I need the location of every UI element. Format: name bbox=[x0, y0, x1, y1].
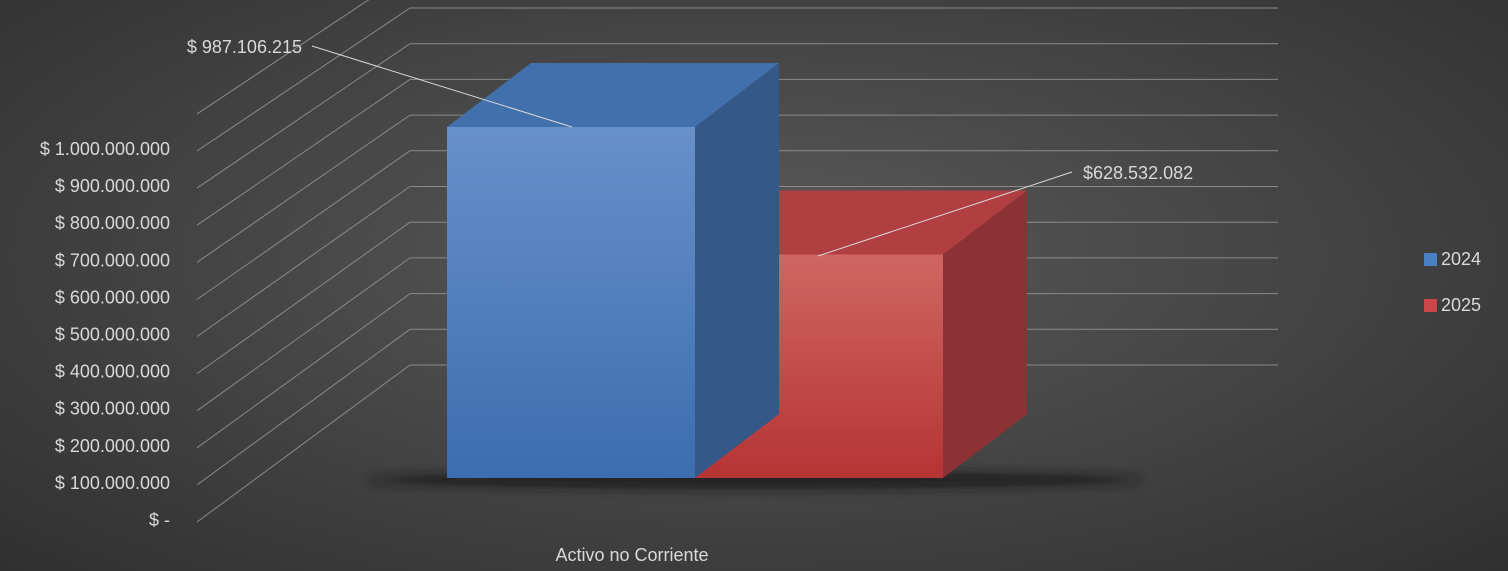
y-tick-label: $ 300.000.000 bbox=[55, 399, 170, 419]
legend-label-2025: 2025 bbox=[1441, 295, 1481, 315]
gridline-side bbox=[196, 257, 411, 412]
data-labels: $ 987.106.215 $628.532.082 bbox=[187, 37, 1193, 257]
legend: 2024 2025 bbox=[1424, 249, 1481, 315]
bar-front-face bbox=[447, 127, 695, 478]
gridline-side bbox=[196, 7, 411, 152]
gridline-side bbox=[196, 114, 411, 263]
data-label-2025: $628.532.082 bbox=[1083, 163, 1193, 183]
y-tick-label: $ 700.000.000 bbox=[55, 250, 170, 270]
category-labels: Activo no Corriente bbox=[555, 545, 708, 565]
bar-side-face bbox=[943, 190, 1027, 478]
gridline-side bbox=[196, 0, 370, 115]
y-tick-label: $ 900.000.000 bbox=[55, 176, 170, 196]
gridline-side bbox=[196, 43, 411, 189]
y-tick-label: $ 1.000.000.000 bbox=[40, 139, 170, 159]
y-tick-label: $ - bbox=[149, 510, 170, 530]
gridline-side bbox=[196, 293, 411, 449]
y-tick-label: $ 800.000.000 bbox=[55, 213, 170, 233]
y-tick-label: $ 600.000.000 bbox=[55, 287, 170, 307]
gridline-side bbox=[196, 78, 411, 226]
y-tick-label: $ 200.000.000 bbox=[55, 436, 170, 456]
bar-2024 bbox=[447, 63, 779, 478]
legend-swatch-2024 bbox=[1424, 253, 1437, 266]
legend-label-2024: 2024 bbox=[1441, 249, 1481, 269]
gridline-side bbox=[196, 150, 411, 300]
y-tick-label: $ 100.000.000 bbox=[55, 473, 170, 493]
gridline-side bbox=[196, 221, 411, 375]
y-tick-label: $ 400.000.000 bbox=[55, 362, 170, 382]
gridline-side bbox=[196, 364, 411, 523]
y-axis-tick-labels: $ - $ 100.000.000 $ 200.000.000 $ 300.000.0… bbox=[40, 139, 170, 530]
gridline-side bbox=[196, 186, 411, 337]
leader-line bbox=[817, 171, 1073, 257]
bars bbox=[447, 63, 1027, 478]
legend-swatch-2025 bbox=[1424, 299, 1437, 312]
data-label-2024: $ 987.106.215 bbox=[187, 37, 302, 57]
bar-top-face bbox=[447, 63, 779, 127]
gridline-side bbox=[196, 328, 411, 486]
bar-side-face bbox=[695, 63, 779, 478]
leader-line bbox=[311, 45, 573, 128]
y-tick-label: $ 500.000.000 bbox=[55, 325, 170, 345]
category-label: Activo no Corriente bbox=[555, 545, 708, 565]
